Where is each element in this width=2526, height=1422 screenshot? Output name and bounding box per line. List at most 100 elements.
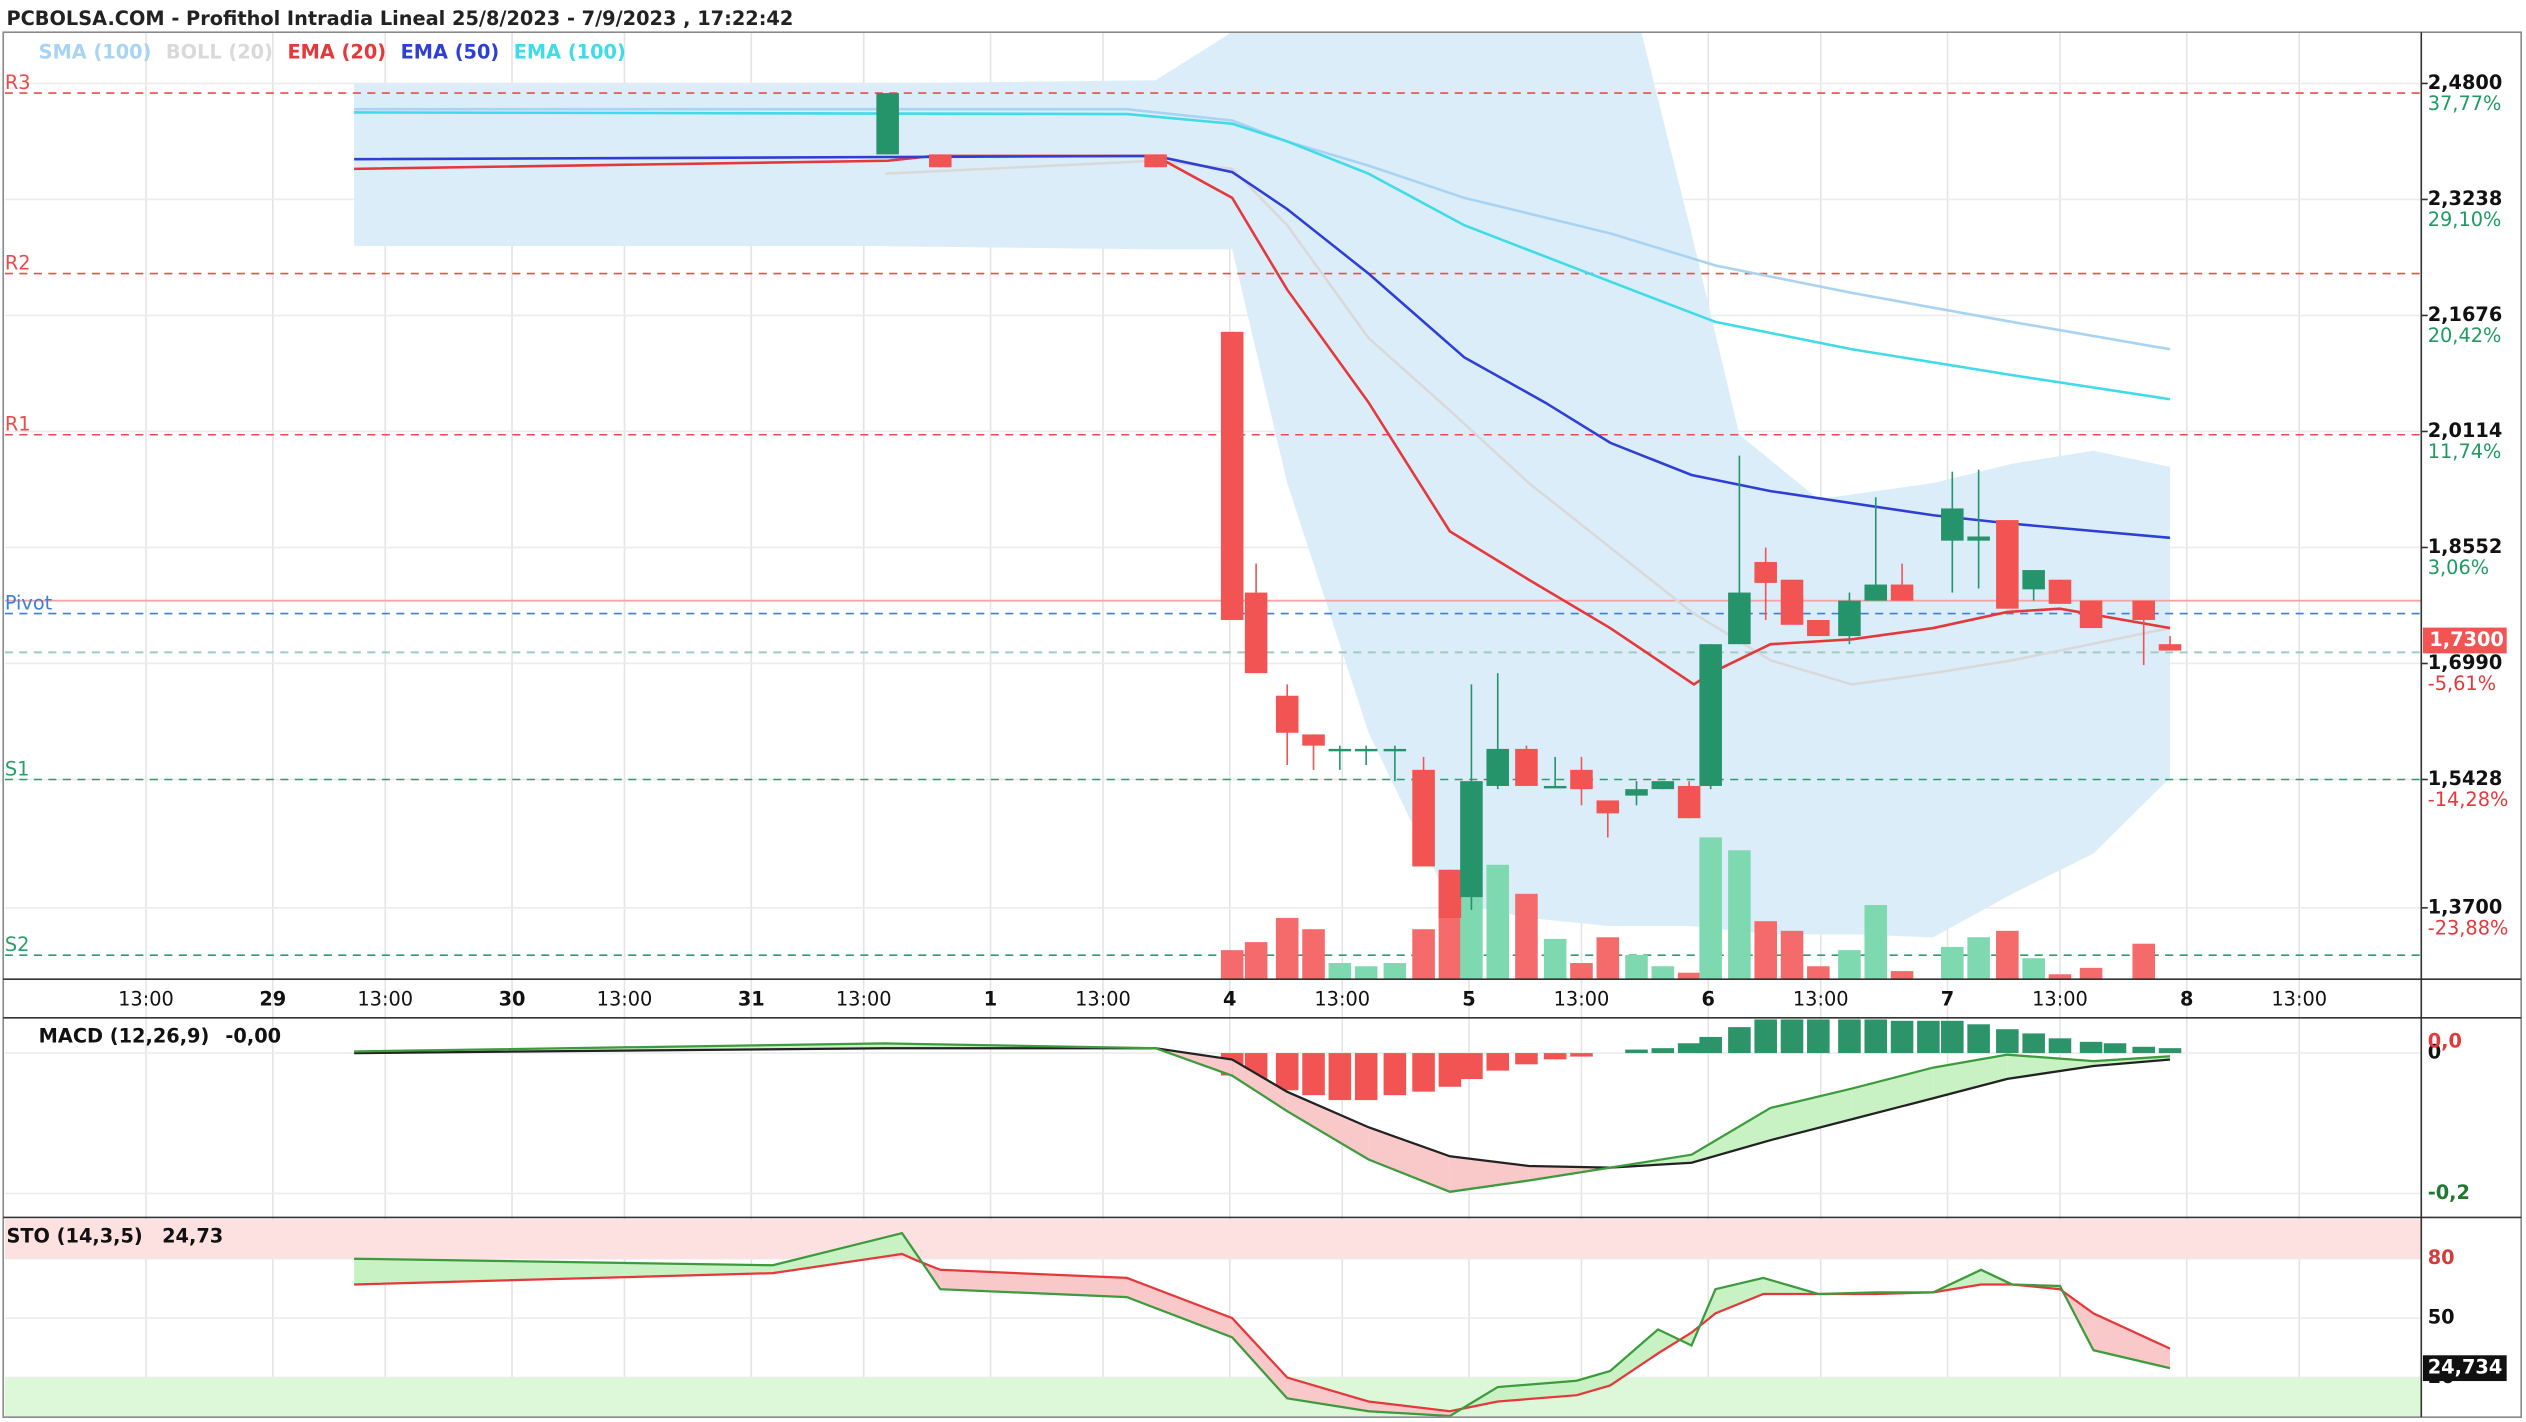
indicator-fill: [1287, 1377, 1369, 1412]
candle-body: [1275, 695, 1299, 733]
indicator-fill: [1610, 1329, 1659, 1386]
y-tick-change: 37,77%: [2428, 92, 2502, 115]
histogram-bar: [1890, 1020, 1914, 1054]
indicator-fill: [1691, 1107, 1771, 1163]
candle-body: [1807, 619, 1830, 637]
candle-body: [1244, 592, 1268, 674]
price-panel: [4, 32, 2422, 980]
volume-bar: [1677, 972, 1701, 980]
legend-entry: SMA (100): [39, 41, 152, 64]
volume-bar: [1864, 905, 1888, 980]
x-tick-label: 13:00: [2032, 988, 2088, 1011]
candle-body: [2132, 600, 2155, 620]
x-tick-label: 13:00: [118, 988, 174, 1011]
volume-bar: [1996, 930, 2019, 980]
candle-body: [2022, 570, 2045, 590]
y-tick-change: 29,10%: [2428, 208, 2502, 231]
histogram-bar: [1515, 1053, 1538, 1065]
x-tick-label: 30: [499, 988, 526, 1011]
volume-bar: [2022, 958, 2045, 980]
histogram-bar: [1460, 1053, 1483, 1080]
candle-body: [1543, 785, 1567, 789]
volume-bar: [1807, 966, 1830, 980]
histogram-bar: [1651, 1048, 1675, 1054]
pivot-label: R1: [5, 413, 31, 436]
pivot-label: S2: [5, 933, 30, 956]
indicator-fill: [1232, 1059, 1288, 1112]
histogram-bar: [2022, 1033, 2045, 1054]
volume-bar: [2079, 967, 2103, 980]
candle-body: [1838, 600, 1861, 637]
candle-body: [1890, 584, 1914, 601]
last-price-box: [2422, 627, 2507, 654]
indicator-fill: [1126, 1277, 1233, 1338]
volume-bar: [1570, 963, 1593, 980]
volume-bar: [1728, 850, 1751, 980]
indicator-fill: [772, 1233, 903, 1274]
k-line: [354, 1231, 2171, 1418]
y-tick-label: 50: [2428, 1306, 2455, 1329]
indicator-value: -0,00: [225, 1025, 281, 1048]
x-tick-label: 13:00: [1075, 988, 1131, 1011]
volume-bar: [1596, 937, 1620, 980]
indicator-value: 24,73: [162, 1224, 223, 1247]
x-tick-label: 13:00: [836, 988, 892, 1011]
candle-body: [1967, 536, 1990, 541]
pivot-label: R2: [5, 251, 31, 274]
chart-title: PCBOLSA.COM - Profithol Intradia Lineal …: [6, 7, 793, 30]
candle-body: [1941, 508, 1964, 541]
last-price-label: 1,7300: [2429, 628, 2504, 651]
y-tick-label: 1,6990: [2428, 651, 2503, 674]
x-tick-label: 5: [1462, 988, 1475, 1011]
indicator-fill: [1232, 1318, 1288, 1399]
indicator-fill: [1851, 1067, 1934, 1120]
overlay-line: [354, 111, 2171, 401]
candle-body: [1220, 331, 1244, 620]
y-tick-change: -23,88%: [2428, 916, 2509, 939]
y-tick-label: 80: [2428, 1246, 2455, 1269]
candle-body: [1383, 748, 1407, 752]
frame: [2, 31, 2522, 1418]
histogram-bar: [2103, 1043, 2127, 1054]
candle-body: [1996, 520, 2019, 609]
d-line: [354, 1252, 2171, 1413]
x-tick-label: 13:00: [597, 988, 653, 1011]
histogram-bar: [1275, 1053, 1299, 1091]
y-tick-label: 2,1676: [2428, 303, 2503, 326]
histogram-bar: [1780, 1019, 1804, 1054]
volume-bar: [1354, 966, 1378, 980]
candle-body: [1625, 789, 1648, 796]
histogram-bar: [1838, 1019, 1861, 1054]
y-tick-change: -5,61%: [2428, 672, 2496, 695]
candle-body: [1438, 869, 1462, 919]
candle-body: [1677, 785, 1701, 819]
x-tick-label: 13:00: [1554, 988, 1610, 1011]
volume-bar: [1275, 917, 1299, 980]
pivot-label: S1: [5, 757, 30, 780]
indicator-fill: [354, 1258, 773, 1285]
indicator-fill: [1368, 1127, 1450, 1192]
histogram-bar: [1412, 1053, 1435, 1092]
volume-bar: [1780, 930, 1804, 980]
x-tick-label: 13:00: [1793, 988, 1849, 1011]
volume-bar: [1838, 950, 1861, 980]
candle-body: [1596, 800, 1620, 814]
overlay-line: [354, 107, 2171, 351]
histogram-bar: [1570, 1053, 1593, 1057]
volume-bar: [1515, 893, 1538, 980]
histogram-bar: [1699, 1036, 1722, 1054]
volume-bar: [1244, 942, 1268, 980]
x-tick-label: 6: [1702, 988, 1715, 1011]
indicator-fill: [1287, 1091, 1369, 1160]
candle-body: [2048, 579, 2072, 604]
legend-entry: EMA (20): [287, 41, 386, 64]
volume-bar: [1890, 971, 1914, 980]
candle-body: [1754, 561, 1777, 583]
last-value-label: 24,734: [2428, 1356, 2503, 1379]
last-value-box: [2422, 1355, 2507, 1382]
volume-bar: [1941, 946, 1964, 980]
y-tick-change: 11,74%: [2428, 440, 2502, 463]
histogram-bar: [2132, 1046, 2155, 1054]
histogram-bar: [1807, 1019, 1830, 1054]
